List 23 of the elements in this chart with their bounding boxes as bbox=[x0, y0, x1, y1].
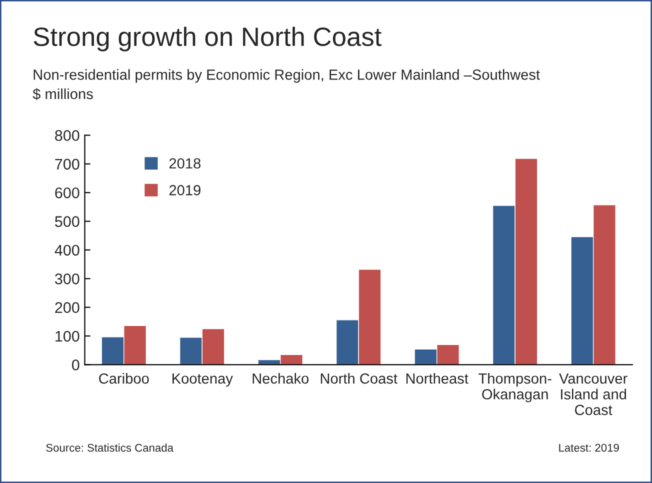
y-tick-label: 100 bbox=[56, 330, 80, 342]
x-tick-label: Thompson- Okanagan bbox=[478, 373, 552, 402]
chart-title: Strong growth on North Coast bbox=[34, 26, 382, 52]
legend-label: 2019 bbox=[169, 185, 200, 196]
y-axis-title: $ millions bbox=[32, 88, 93, 100]
x-tick-label: Cariboo bbox=[99, 373, 149, 384]
legend-label: 2018 bbox=[169, 158, 201, 169]
y-tick-label: 200 bbox=[55, 302, 80, 313]
source-note: Source: Statistics Canada bbox=[46, 444, 174, 452]
y-tick-label: 400 bbox=[54, 244, 80, 256]
x-tick-label: Nechako bbox=[252, 373, 309, 384]
y-tick-label: 0 bbox=[72, 360, 80, 370]
text: Latest: 2019 bbox=[559, 444, 619, 452]
y-tick-label: 300 bbox=[54, 274, 80, 284]
x-tick-label: Northeast bbox=[406, 373, 468, 384]
x-tick-label: Vancouver Island and Coast bbox=[559, 374, 628, 416]
chart-subtitle: Non-residential permits by Economic Region, Exc Lower Mainland –Southwest bbox=[34, 69, 540, 83]
x-tick-label: Kootenay bbox=[172, 374, 233, 387]
y-tick-label: 800 bbox=[55, 130, 80, 141]
y-tick-label: 500 bbox=[55, 216, 80, 227]
y-tick-label: 700 bbox=[55, 158, 80, 170]
y-tick-label: 600 bbox=[55, 187, 80, 198]
x-tick-label: North Coast bbox=[320, 373, 398, 384]
